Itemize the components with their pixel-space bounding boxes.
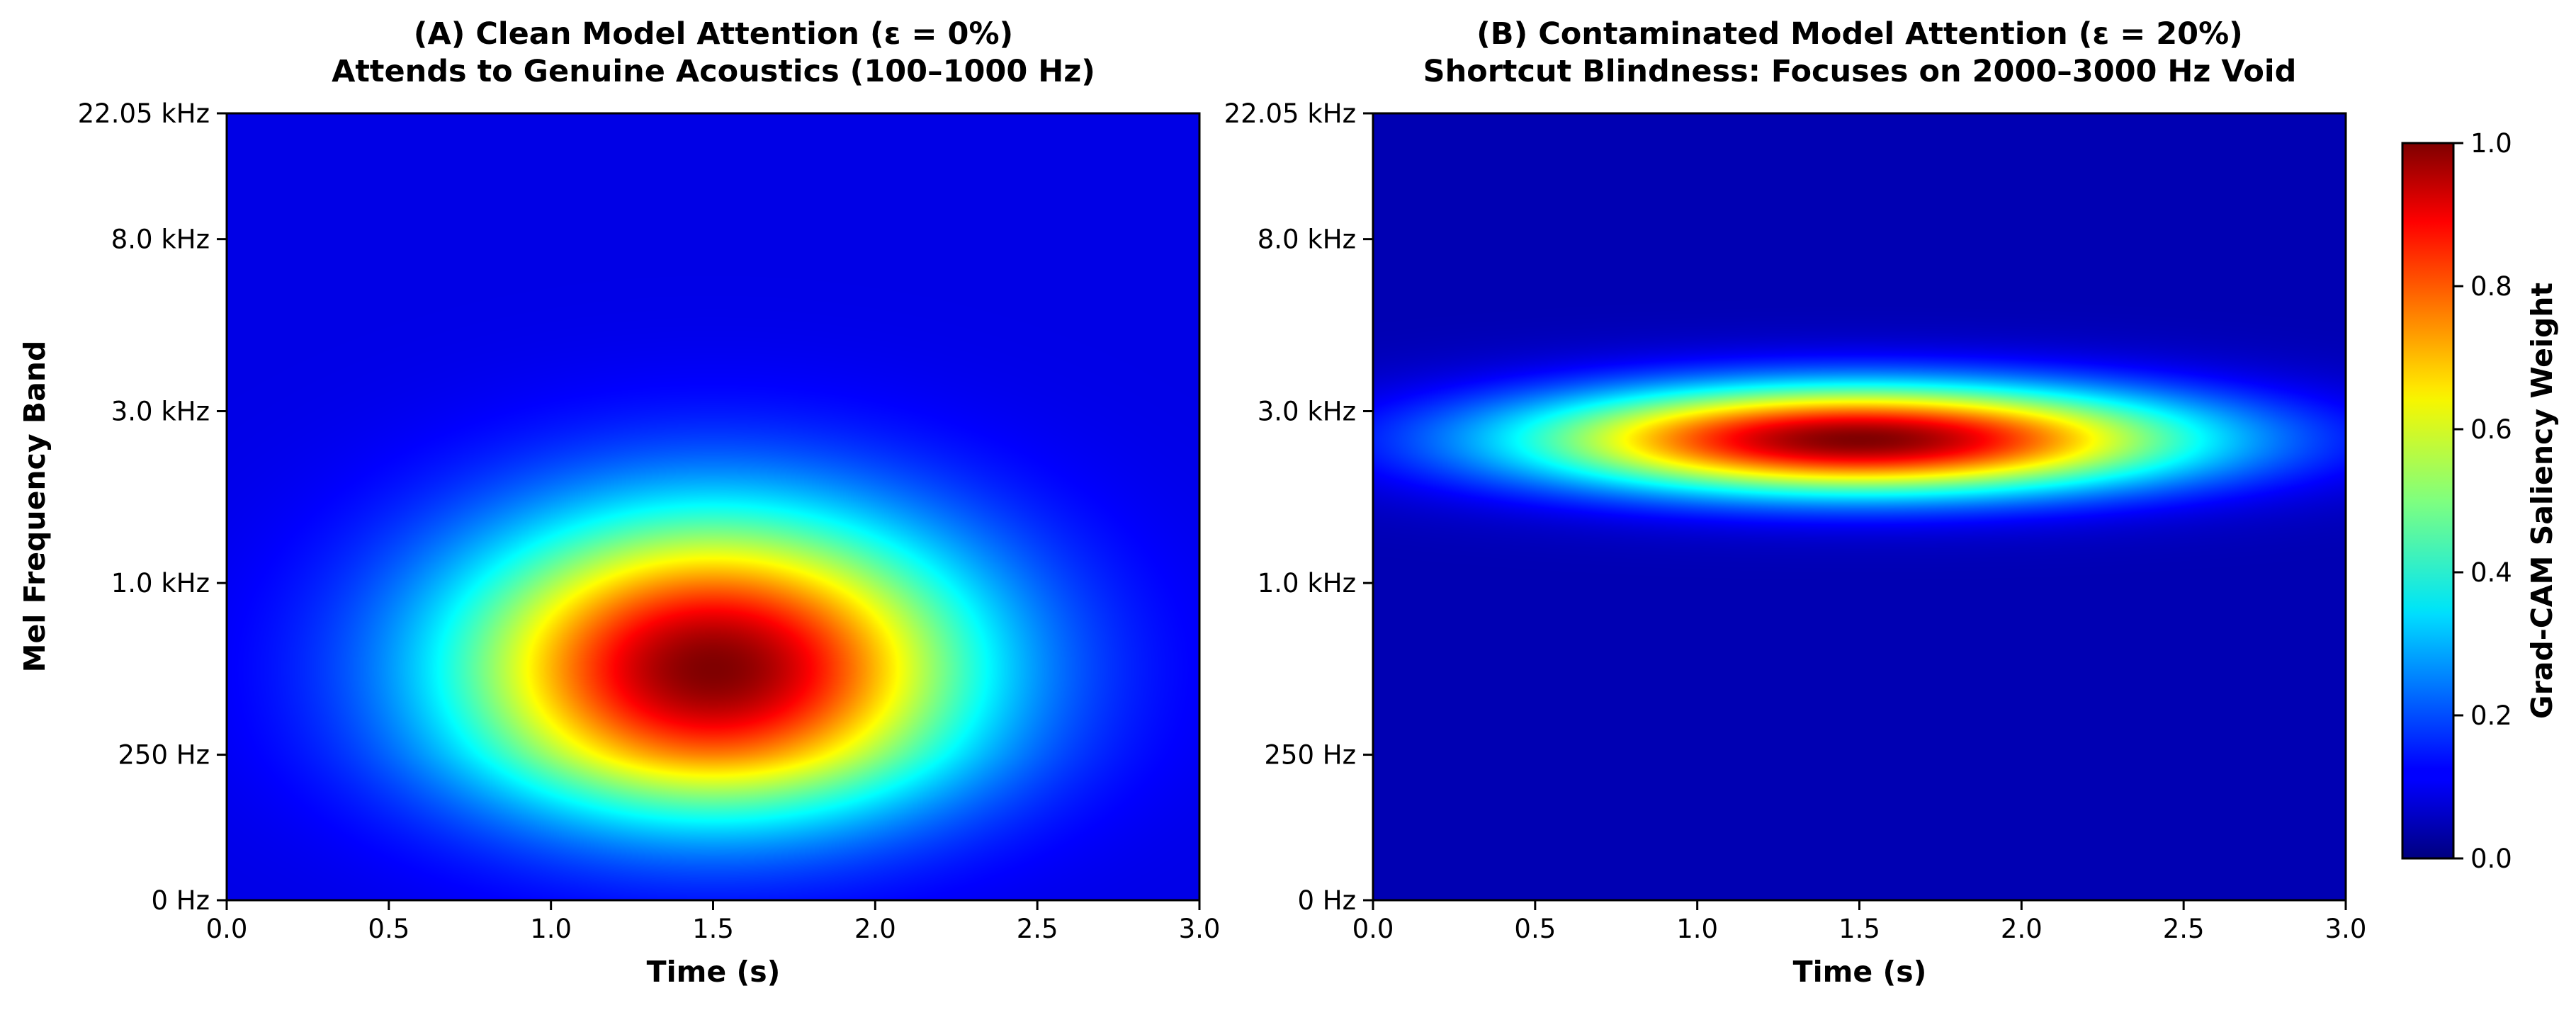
y-tick-label: 22.05 kHz (1224, 98, 1356, 129)
y-tick-label: 8.0 kHz (1258, 225, 1356, 255)
colorbar-tick-label: 0.2 (2470, 700, 2512, 731)
panel-b-title: (B) Contaminated Model Attention (ε = 20… (1476, 16, 2243, 52)
x-tick-label: 2.5 (1017, 914, 1058, 944)
panel-b: (B) Contaminated Model Attention (ε = 20… (1224, 16, 2367, 989)
x-tick-label: 0.0 (1352, 914, 1394, 944)
panel-a: (A) Clean Model Attention (ε = 0%) Atten… (18, 16, 1220, 989)
panel-a-x-ticks: 0.0 0.5 1.0 1.5 2.0 2.5 3.0 (206, 900, 1221, 944)
colorbar-tick-label: 1.0 (2470, 128, 2512, 159)
colorbar-label: Grad-CAM Saliency Weight (2525, 283, 2559, 719)
y-tick-label: 0 Hz (1297, 885, 1356, 916)
panel-a-x-label: Time (s) (647, 955, 781, 989)
colorbar: 0.0 0.2 0.4 0.6 0.8 1.0 Grad-CAM Saliency Wei… (2401, 128, 2559, 874)
y-tick-label: 8.0 kHz (111, 225, 210, 255)
x-tick-label: 3.0 (2325, 914, 2367, 944)
panel-b-heatmap (1373, 113, 2346, 900)
colorbar-tick-label: 0.4 (2470, 557, 2512, 588)
x-tick-label: 2.0 (2001, 914, 2043, 944)
x-tick-label: 0.5 (368, 914, 409, 944)
panel-a-y-ticks: 0 Hz 250 Hz 1.0 kHz 3.0 kHz 8.0 kHz 22.05 kHz (78, 98, 227, 916)
panel-a-y-label: Mel Frequency Band (18, 341, 52, 673)
colorbar-tick-label: 0.8 (2470, 271, 2512, 302)
panel-a-subtitle: Attends to Genuine Acoustics (100–1000 H… (332, 54, 1095, 89)
x-tick-label: 1.0 (530, 914, 572, 944)
y-tick-label: 250 Hz (118, 740, 210, 771)
colorbar-tick-label: 0.0 (2470, 844, 2512, 874)
panel-a-heatmap (227, 113, 1199, 900)
y-tick-label: 250 Hz (1264, 740, 1356, 771)
y-tick-label: 0 Hz (151, 885, 210, 916)
colorbar-ticks: 0.0 0.2 0.4 0.6 0.8 1.0 (2453, 128, 2512, 874)
panel-b-y-ticks: 0 Hz 250 Hz 1.0 kHz 3.0 kHz 8.0 kHz 22.05 kHz (1224, 98, 1373, 916)
x-tick-label: 2.5 (2163, 914, 2205, 944)
panel-b-x-label: Time (s) (1793, 955, 1927, 989)
y-tick-label: 3.0 kHz (111, 397, 210, 427)
x-tick-label: 1.0 (1676, 914, 1718, 944)
y-tick-label: 1.0 kHz (111, 568, 210, 598)
y-tick-label: 1.0 kHz (1258, 568, 1356, 598)
colorbar-gradient (2401, 142, 2455, 860)
x-tick-label: 2.0 (854, 914, 896, 944)
panel-a-title: (A) Clean Model Attention (ε = 0%) (414, 16, 1013, 52)
y-tick-label: 3.0 kHz (1258, 397, 1356, 427)
x-tick-label: 1.5 (692, 914, 734, 944)
x-tick-label: 0.5 (1514, 914, 1556, 944)
panel-b-x-ticks: 0.0 0.5 1.0 1.5 2.0 2.5 3.0 (1352, 900, 2367, 944)
x-tick-label: 3.0 (1179, 914, 1221, 944)
colorbar-tick-label: 0.6 (2470, 414, 2512, 445)
x-tick-label: 1.5 (1838, 914, 1880, 944)
panel-b-subtitle: Shortcut Blindness: Focuses on 2000–3000… (1423, 54, 2297, 89)
y-tick-label: 22.05 kHz (78, 98, 210, 129)
x-tick-label: 0.0 (206, 914, 248, 944)
